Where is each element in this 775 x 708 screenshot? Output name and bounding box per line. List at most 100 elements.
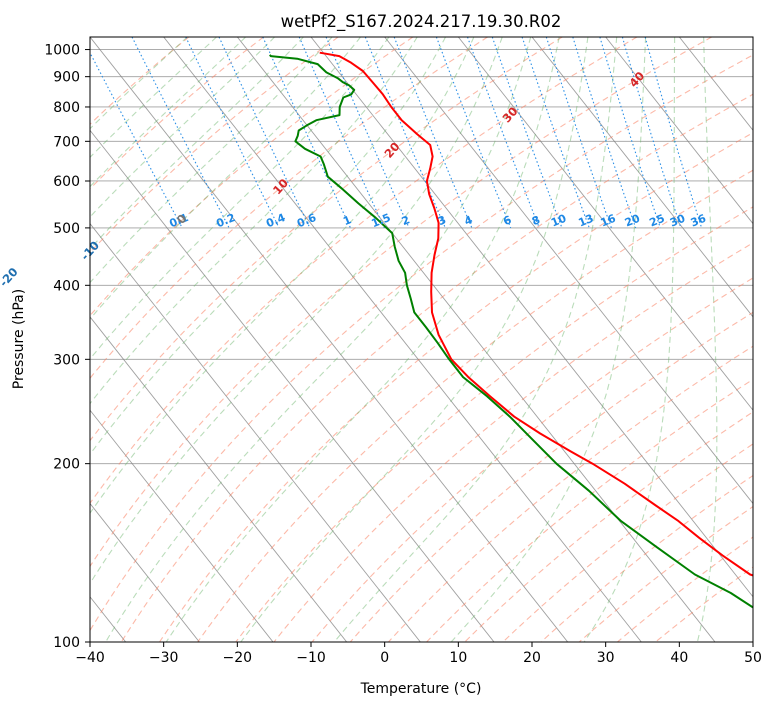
moist-adiabat-line	[333, 37, 618, 642]
mixing-ratio-label: 13	[576, 212, 595, 230]
moist-adiabat-line	[90, 37, 390, 360]
moist-adiabat-line	[240, 37, 589, 642]
dry-adiabat-line	[90, 37, 488, 380]
moist-adiabat-line	[90, 37, 275, 218]
x-tick-label: 50	[744, 650, 762, 666]
dry-adiabat-line	[159, 132, 753, 642]
moist-adiabat-line	[696, 37, 718, 642]
isotherm-line	[163, 37, 642, 642]
temperature-profile-line	[319, 51, 753, 577]
mixing-ratio-label: 0.2	[214, 211, 237, 230]
y-tick-label: 100	[53, 635, 80, 651]
y-tick-label: 800	[53, 100, 80, 116]
dry-adiabat-line	[90, 37, 563, 442]
mixing-ratio-line	[298, 37, 385, 229]
dry-adiabat-line	[349, 311, 753, 642]
dry-adiabat-line	[502, 443, 753, 642]
dry-adiabat-line	[235, 206, 753, 642]
y-tick-label: 600	[53, 174, 80, 190]
moist-adiabat-line	[90, 37, 447, 456]
y-tick-label: 1000	[44, 43, 80, 59]
moist-adiabat-line	[90, 37, 503, 585]
mixing-ratio-label: 1.5	[369, 211, 392, 230]
dry-adiabat-line	[273, 242, 753, 642]
y-tick-label: 400	[53, 278, 80, 294]
dry-adiabat-line	[90, 37, 638, 505]
moist-adiabat-line	[165, 37, 560, 642]
isotherm-line	[605, 37, 753, 225]
mixing-ratio-line	[491, 37, 563, 229]
mixing-ratio-line	[262, 37, 351, 229]
mixing-ratio-line	[599, 37, 661, 229]
moist-adiabat-line	[105, 37, 532, 642]
y-axis-label: Pressure (hPa)	[11, 289, 27, 389]
mixing-ratio-label: 10	[549, 212, 568, 230]
x-tick-label: −40	[75, 650, 105, 666]
mixing-ratio-line	[393, 37, 473, 229]
mixing-ratio-label: 3	[436, 213, 448, 228]
y-tick-label: 500	[53, 221, 80, 237]
isotherm-line	[90, 129, 495, 642]
x-tick-label: 20	[523, 650, 541, 666]
isotherm-line	[236, 37, 716, 642]
dry-adiabat-line	[90, 54, 753, 632]
mixing-ratio-label: 25	[648, 212, 667, 230]
mixing-ratio-label: 6	[501, 213, 513, 228]
isotherm-line	[90, 409, 274, 642]
mixing-ratio-line	[364, 37, 446, 229]
mixing-ratio-line	[90, 51, 183, 229]
dry-adiabat-line	[90, 37, 712, 568]
inner-labels: 0.10.20.40.611.52346810131620253036-100-…	[0, 69, 708, 290]
mixing-ratio-line	[644, 37, 703, 229]
dry-adiabat-line	[311, 277, 753, 642]
mixing-ratio-label: 4	[463, 213, 475, 228]
x-tick-label: 30	[597, 650, 615, 666]
isotherm-line	[531, 37, 753, 318]
moist-adiabat-line	[90, 37, 217, 159]
y-tick-label: 300	[53, 352, 80, 368]
x-tick-label: 0	[380, 650, 389, 666]
isotherm-line	[90, 316, 348, 642]
mixing-ratio-label: 16	[599, 212, 618, 230]
x-tick-label: 10	[449, 650, 467, 666]
moist-adiabat-line	[90, 37, 475, 515]
x-tick-label: −20	[223, 650, 253, 666]
mixing-ratio-label: 30	[668, 212, 687, 230]
x-tick-label: −30	[149, 650, 179, 666]
dry-adiabat-line	[120, 93, 753, 642]
x-tick-label: 40	[670, 650, 688, 666]
mixing-ratio-label: 36	[689, 212, 708, 230]
mixing-ratio-label: 8	[530, 213, 542, 228]
moist-adiabat-line	[583, 37, 676, 642]
isotherm-line	[310, 37, 753, 598]
moist-adiabat-line	[450, 37, 647, 642]
mixing-ratio-line	[435, 37, 512, 229]
mixing-ratio-lines	[90, 37, 703, 229]
isotherm-line	[90, 502, 200, 642]
background-lines	[90, 37, 753, 642]
profiles	[269, 51, 753, 609]
moist-adiabat-line	[90, 37, 246, 188]
mixing-ratio-label: 0.6	[295, 211, 318, 230]
mixing-ratio-line	[545, 37, 612, 229]
moist-adiabat-line	[90, 37, 304, 250]
dry-adiabat-line	[90, 37, 339, 254]
mixing-ratio-line	[131, 37, 230, 229]
mixing-ratio-line	[466, 37, 540, 229]
isotherm-line	[90, 37, 569, 642]
axes: −40 −30 −20 −10 0 10 20 30 40 5010020030040050060…	[44, 43, 762, 666]
dry-adiabat-line	[90, 37, 264, 190]
mixing-ratio-line	[521, 37, 590, 229]
mixing-ratio-line	[621, 37, 682, 229]
dry-adiabat-line	[426, 378, 753, 642]
chart-title: wetPf2_S167.2024.217.19.30.R02	[281, 12, 562, 32]
moist-adiabat-line	[90, 37, 188, 130]
isotherm-line	[90, 222, 421, 642]
x-tick-label: −10	[296, 650, 326, 666]
dry-adiabat-line	[197, 169, 753, 642]
isotherm-line	[384, 37, 753, 505]
dewpoint-profile-line	[269, 54, 753, 609]
mixing-ratio-label: 20	[623, 212, 642, 230]
isotherm-line	[457, 37, 753, 411]
